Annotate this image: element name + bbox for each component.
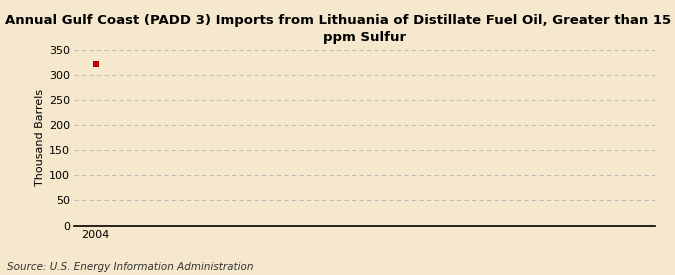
Text: Source: U.S. Energy Information Administration: Source: U.S. Energy Information Administ… bbox=[7, 262, 253, 272]
Title: Annual Gulf Coast (PADD 3) Imports from Lithuania of Distillate Fuel Oil, Greate: Annual Gulf Coast (PADD 3) Imports from … bbox=[5, 14, 675, 44]
Y-axis label: Thousand Barrels: Thousand Barrels bbox=[35, 89, 45, 186]
